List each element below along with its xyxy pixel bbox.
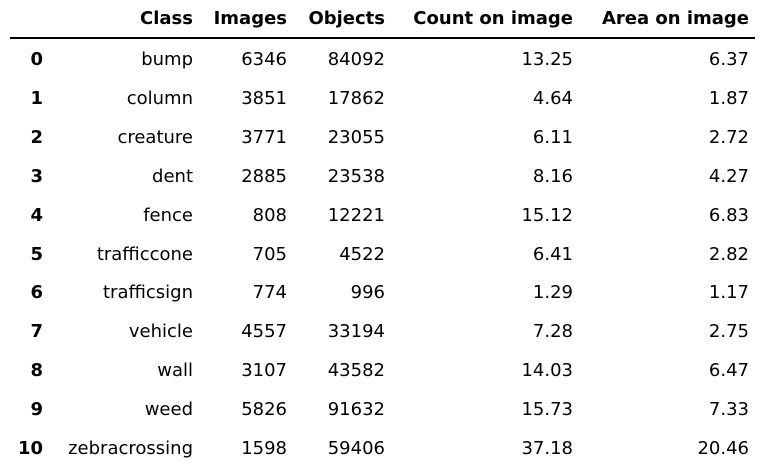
cell-objects: 33194 bbox=[327, 321, 385, 343]
cell-area-on-image: 1.87 bbox=[708, 87, 749, 109]
cell-images: 808 bbox=[252, 204, 287, 226]
table-row: 1 column 3851 17862 4.64 1.87 bbox=[10, 79, 755, 118]
cell-images: 4557 bbox=[241, 321, 287, 343]
row-index: 10 bbox=[17, 437, 43, 459]
cell-count-on-image: 37.18 bbox=[521, 437, 573, 459]
header-objects: Objects bbox=[293, 0, 391, 39]
cell-count-on-image: 6.11 bbox=[532, 126, 573, 148]
cell-class: wall bbox=[157, 360, 193, 382]
cell-objects: 91632 bbox=[327, 399, 385, 421]
cell-class: trafficsign bbox=[103, 282, 193, 304]
cell-area-on-image: 4.27 bbox=[708, 165, 749, 187]
row-index: 1 bbox=[30, 87, 43, 109]
cell-objects: 23538 bbox=[327, 165, 385, 187]
cell-objects: 84092 bbox=[327, 48, 385, 70]
cell-objects: 4522 bbox=[339, 243, 385, 265]
cell-objects: 23055 bbox=[327, 126, 385, 148]
class-statistics-table: Class Images Objects Count on image Area… bbox=[10, 0, 755, 468]
table-body: 0 bump 6346 84092 13.25 6.37 1 column 38… bbox=[10, 38, 755, 468]
table-row: 2 creature 3771 23055 6.11 2.72 bbox=[10, 118, 755, 157]
row-index: 6 bbox=[30, 282, 43, 304]
row-index: 4 bbox=[30, 204, 43, 226]
cell-class: zebracrossing bbox=[68, 437, 193, 459]
cell-images: 774 bbox=[252, 282, 287, 304]
header-count-on-image: Count on image bbox=[391, 0, 579, 39]
cell-class: vehicle bbox=[128, 321, 193, 343]
header-class: Class bbox=[49, 0, 199, 39]
cell-class: weed bbox=[144, 399, 193, 421]
cell-images: 6346 bbox=[241, 48, 287, 70]
table-row: 9 weed 5826 91632 15.73 7.33 bbox=[10, 390, 755, 429]
row-index: 9 bbox=[30, 399, 43, 421]
cell-class: fence bbox=[143, 204, 193, 226]
header-index bbox=[10, 0, 49, 39]
cell-images: 2885 bbox=[241, 165, 287, 187]
cell-area-on-image: 7.33 bbox=[708, 399, 749, 421]
row-index: 8 bbox=[30, 360, 43, 382]
cell-area-on-image: 20.46 bbox=[697, 437, 749, 459]
cell-count-on-image: 15.12 bbox=[521, 204, 573, 226]
cell-area-on-image: 1.17 bbox=[708, 282, 749, 304]
cell-class: trafficcone bbox=[96, 243, 193, 265]
header-images: Images bbox=[199, 0, 293, 39]
header-area-on-image: Area on image bbox=[579, 0, 755, 39]
class-statistics-table-container: Class Images Objects Count on image Area… bbox=[10, 0, 755, 468]
cell-count-on-image: 13.25 bbox=[521, 48, 573, 70]
cell-area-on-image: 6.83 bbox=[708, 204, 749, 226]
cell-count-on-image: 15.73 bbox=[521, 399, 573, 421]
cell-area-on-image: 2.72 bbox=[708, 126, 749, 148]
cell-class: dent bbox=[152, 165, 193, 187]
cell-count-on-image: 1.29 bbox=[532, 282, 573, 304]
table-row: 10 zebracrossing 1598 59406 37.18 20.46 bbox=[10, 429, 755, 468]
row-index: 5 bbox=[30, 243, 43, 265]
table-row: 8 wall 3107 43582 14.03 6.47 bbox=[10, 351, 755, 390]
table-header: Class Images Objects Count on image Area… bbox=[10, 0, 755, 39]
row-index: 0 bbox=[30, 48, 43, 70]
cell-count-on-image: 6.41 bbox=[532, 243, 573, 265]
cell-images: 3771 bbox=[241, 126, 287, 148]
row-index: 7 bbox=[30, 321, 43, 343]
cell-class: creature bbox=[117, 126, 193, 148]
cell-objects: 996 bbox=[350, 282, 385, 304]
cell-images: 1598 bbox=[241, 437, 287, 459]
row-index: 3 bbox=[30, 165, 43, 187]
cell-objects: 43582 bbox=[327, 360, 385, 382]
cell-area-on-image: 6.47 bbox=[708, 360, 749, 382]
cell-images: 5826 bbox=[241, 399, 287, 421]
cell-objects: 12221 bbox=[327, 204, 385, 226]
cell-count-on-image: 4.64 bbox=[532, 87, 573, 109]
cell-count-on-image: 7.28 bbox=[532, 321, 573, 343]
cell-objects: 59406 bbox=[327, 437, 385, 459]
cell-count-on-image: 14.03 bbox=[521, 360, 573, 382]
cell-count-on-image: 8.16 bbox=[532, 165, 573, 187]
cell-area-on-image: 6.37 bbox=[708, 48, 749, 70]
table-row: 5 trafficcone 705 4522 6.41 2.82 bbox=[10, 235, 755, 274]
cell-area-on-image: 2.75 bbox=[708, 321, 749, 343]
cell-area-on-image: 2.82 bbox=[708, 243, 749, 265]
row-index: 2 bbox=[30, 126, 43, 148]
table-row: 4 fence 808 12221 15.12 6.83 bbox=[10, 196, 755, 235]
table-row: 6 trafficsign 774 996 1.29 1.17 bbox=[10, 273, 755, 312]
cell-images: 3107 bbox=[241, 360, 287, 382]
header-row: Class Images Objects Count on image Area… bbox=[10, 0, 755, 39]
cell-objects: 17862 bbox=[327, 87, 385, 109]
cell-images: 3851 bbox=[241, 87, 287, 109]
cell-class: bump bbox=[141, 48, 193, 70]
cell-class: column bbox=[126, 87, 193, 109]
table-row: 7 vehicle 4557 33194 7.28 2.75 bbox=[10, 312, 755, 351]
table-row: 0 bump 6346 84092 13.25 6.37 bbox=[10, 38, 755, 79]
table-row: 3 dent 2885 23538 8.16 4.27 bbox=[10, 157, 755, 196]
cell-images: 705 bbox=[252, 243, 287, 265]
